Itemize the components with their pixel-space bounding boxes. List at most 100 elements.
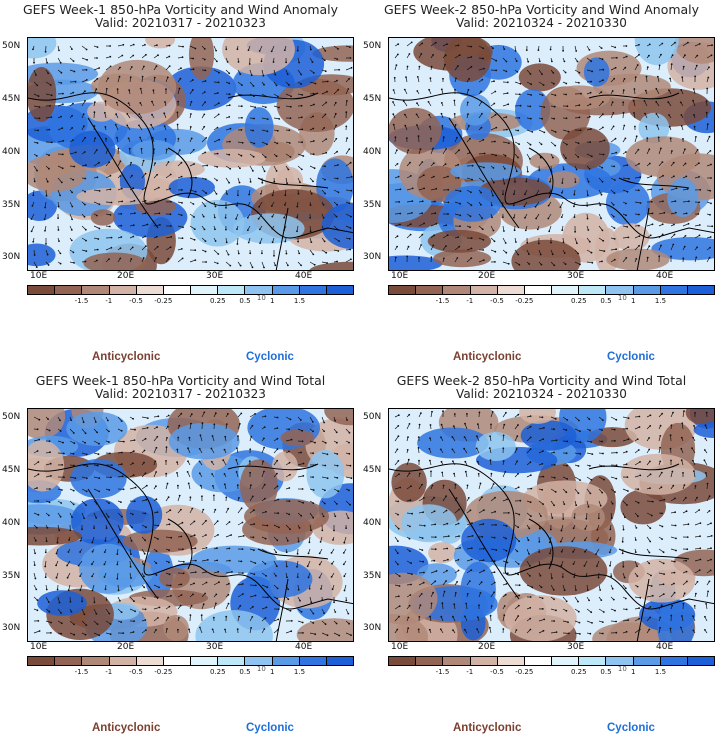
wind-arrowhead (636, 585, 639, 588)
wind-arrowhead (638, 43, 640, 46)
wind-arrowhead (263, 437, 265, 440)
wind-arrowhead (74, 477, 77, 479)
wind-arrowhead (405, 137, 408, 139)
wind-arrowhead (302, 462, 305, 465)
colorbar-segment (272, 286, 300, 294)
wind-arrowhead (612, 203, 615, 206)
longitude-label: 20E (478, 271, 496, 281)
wind-vector (585, 512, 588, 519)
wind-arrowhead (337, 228, 339, 231)
wind-arrowhead (421, 537, 424, 539)
wind-vector (598, 249, 605, 252)
vorticity-contour (638, 112, 670, 144)
wind-arrowhead (164, 138, 167, 140)
wind-vector (466, 257, 472, 263)
wind-arrowhead (45, 194, 48, 197)
wind-arrowhead (222, 459, 225, 461)
vorticity-contour (674, 38, 714, 64)
wind-arrowhead (613, 165, 616, 168)
wind-arrowhead (180, 583, 183, 586)
wind-arrowhead (261, 181, 264, 184)
wind-arrowhead (251, 495, 254, 498)
wind-arrowhead (538, 540, 541, 543)
wind-arrowhead (238, 615, 241, 618)
wind-vector (93, 67, 100, 71)
wind-arrowhead (527, 60, 530, 63)
wind-arrowhead (542, 475, 545, 478)
vorticity-contour (28, 38, 57, 59)
wind-arrowhead (430, 470, 432, 473)
wind-arrowhead (262, 460, 264, 463)
wind-arrowhead (133, 212, 136, 215)
wind-arrowhead (710, 535, 713, 537)
wind-arrowhead (637, 515, 639, 518)
wind-arrowhead (129, 76, 132, 79)
wind-vector (189, 259, 196, 263)
wind-arrowhead (518, 540, 520, 543)
wind-arrowhead (84, 203, 86, 206)
wind-arrowhead (252, 536, 255, 539)
wind-arrowhead (133, 439, 136, 441)
wind-vector (225, 177, 230, 183)
wind-arrowhead (271, 241, 274, 244)
wind-arrowhead (503, 605, 506, 607)
latitude-label: 40N (2, 518, 21, 528)
wind-vector (634, 64, 639, 71)
wind-arrowhead (144, 186, 147, 189)
wind-arrowhead (454, 124, 457, 126)
wind-arrowhead (698, 201, 700, 204)
wind-arrowhead (703, 459, 706, 462)
wind-arrowhead (249, 252, 252, 255)
wind-arrowhead (399, 212, 402, 215)
wind-arrowhead (66, 576, 69, 579)
wind-arrowhead (565, 491, 568, 494)
wind-arrowhead (74, 151, 77, 154)
wind-arrowhead (323, 127, 326, 129)
wind-arrowhead (276, 142, 279, 145)
wind-arrowhead (543, 618, 546, 621)
wind-arrowhead (250, 435, 253, 438)
wind-vector (249, 165, 254, 172)
wind-arrowhead (58, 49, 60, 52)
wind-arrowhead (73, 464, 75, 467)
wind-arrowhead (626, 226, 629, 228)
wind-arrowhead (326, 80, 329, 83)
wind-vector (634, 461, 641, 466)
wind-arrowhead (342, 563, 345, 566)
wind-arrowhead (97, 453, 100, 456)
wind-arrowhead (119, 257, 122, 260)
vorticity-contour (433, 249, 492, 268)
wind-arrowhead (190, 113, 192, 115)
wind-arrowhead (337, 191, 340, 194)
wind-arrowhead (466, 413, 468, 415)
wind-arrowhead (178, 87, 181, 90)
wind-vector (406, 459, 410, 466)
wind-arrowhead (601, 491, 604, 494)
wind-arrowhead (613, 227, 616, 230)
wind-arrowhead (144, 472, 147, 475)
wind-arrowhead (538, 551, 541, 553)
wind-arrowhead (707, 76, 710, 79)
wind-arrowhead (84, 441, 86, 444)
wind-arrowhead (107, 516, 110, 518)
wind-arrowhead (119, 160, 122, 163)
wind-arrowhead (650, 188, 653, 191)
wind-arrowhead (143, 575, 145, 578)
wind-arrowhead (488, 447, 491, 449)
wind-arrowhead (421, 161, 424, 163)
wind-arrowhead (661, 223, 664, 226)
wind-arrowhead (81, 528, 83, 531)
colorbar (27, 285, 354, 295)
colorbar-segment (245, 657, 273, 665)
wind-arrowhead (685, 570, 688, 573)
wind-arrowhead (590, 128, 592, 130)
wind-vector (550, 488, 556, 493)
wind-vector (258, 213, 263, 220)
wind-arrowhead (187, 460, 189, 463)
wind-arrowhead (96, 57, 98, 59)
wind-arrowhead (418, 65, 421, 68)
wind-arrowhead (326, 634, 329, 637)
wind-vector (345, 88, 349, 95)
vorticity-contour (280, 429, 315, 447)
wind-arrowhead (706, 482, 709, 485)
